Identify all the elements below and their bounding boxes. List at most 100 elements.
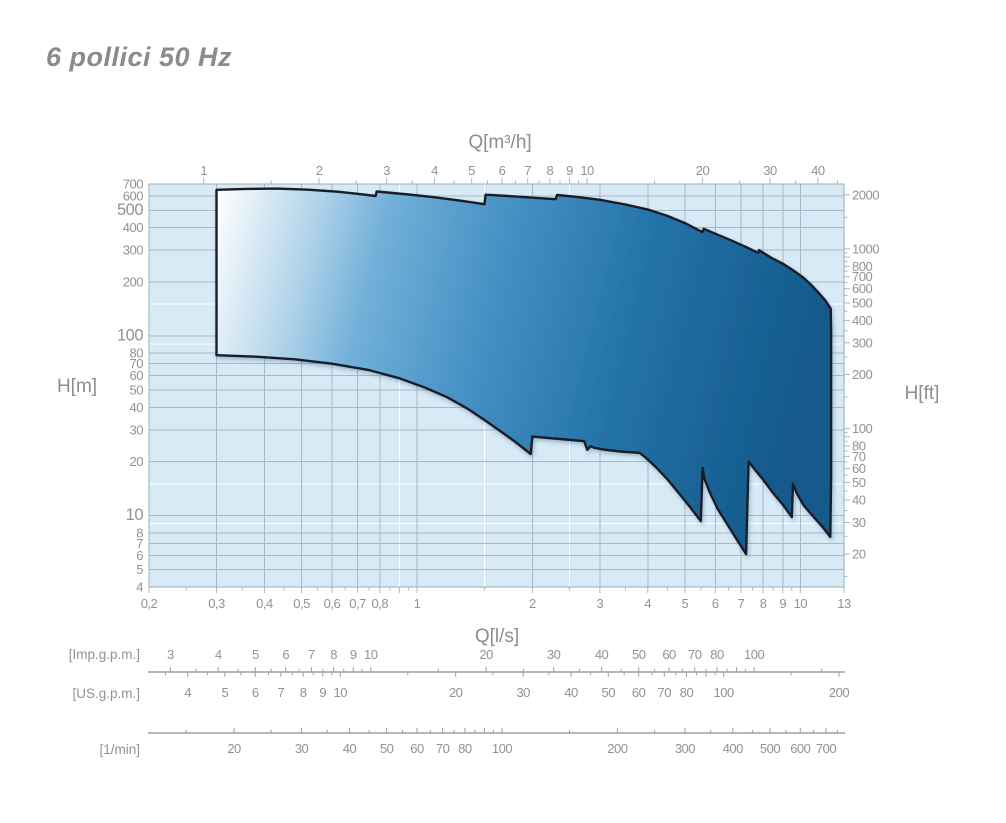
scale-tick-label: 9 — [350, 647, 357, 662]
scale-tick-label: 9 — [319, 685, 326, 700]
left-axis-unit: H[m] — [57, 376, 97, 397]
scale-tick-label: 20 — [479, 647, 493, 662]
left-tick-label: 10 — [126, 506, 144, 524]
lmin-caption: [1/min] — [99, 742, 140, 757]
left-tick-label: 500 — [117, 201, 143, 219]
right-tick-label: 30 — [852, 515, 866, 530]
left-tick-label: 5 — [136, 562, 143, 577]
right-tick-label: 400 — [852, 313, 872, 328]
scale-tick-label: 30 — [547, 647, 561, 662]
bottom-tick-label: 10 — [794, 596, 808, 611]
scale-tick-label: 20 — [227, 741, 241, 756]
top-tick-label: 9 — [566, 163, 573, 178]
scale-tick-label: 3 — [167, 647, 174, 662]
left-tick-label: 70 — [130, 356, 144, 371]
scale-tick-label: 4 — [215, 647, 222, 662]
left-tick-label: 300 — [123, 243, 143, 258]
us-gpm-caption: [US.g.p.m.] — [72, 686, 140, 701]
scale-tick-label: 200 — [829, 685, 849, 700]
right-tick-label: 20 — [852, 547, 866, 562]
left-tick-label: 100 — [117, 326, 143, 344]
scale-tick-label: 40 — [343, 741, 357, 756]
right-tick-label: 50 — [852, 475, 866, 490]
scale-tick-label: 70 — [436, 741, 450, 756]
imp-gpm-caption: [Imp.g.p.m.] — [69, 647, 140, 662]
scale-tick-label: 7 — [278, 685, 285, 700]
bottom-tick-label: 5 — [682, 596, 689, 611]
top-tick-label: 3 — [383, 163, 390, 178]
left-tick-label: 80 — [130, 346, 144, 361]
top-tick-label: 8 — [547, 163, 554, 178]
right-tick-label: 800 — [852, 259, 872, 274]
scale-tick-label: 4 — [184, 685, 191, 700]
scale-tick-label: 80 — [680, 685, 694, 700]
right-tick-label: 80 — [852, 438, 866, 453]
scale-tick-label: 50 — [632, 647, 646, 662]
top-tick-label: 20 — [696, 163, 710, 178]
top-tick-label: 30 — [763, 163, 777, 178]
right-tick-label: 40 — [852, 493, 866, 508]
bottom-tick-label: 0,7 — [349, 596, 366, 611]
scale-tick-label: 30 — [516, 685, 530, 700]
right-tick-label: 200 — [852, 367, 872, 382]
scale-tick-label: 100 — [492, 741, 512, 756]
bottom-tick-label: 1 — [414, 596, 421, 611]
scale-tick-label: 60 — [632, 685, 646, 700]
left-tick-label: 20 — [130, 454, 144, 469]
scale-tick-label: 50 — [380, 741, 394, 756]
scale-tick-label: 50 — [601, 685, 615, 700]
scale-tick-label: 10 — [334, 685, 348, 700]
left-tick-label: 600 — [123, 189, 143, 204]
scale-tick-label: 7 — [308, 647, 315, 662]
top-tick-label: 6 — [499, 163, 506, 178]
scale-tick-label: 6 — [252, 685, 259, 700]
scale-tick-label: 200 — [607, 741, 627, 756]
scale-tick-label: 40 — [595, 647, 609, 662]
top-tick-label: 10 — [580, 163, 594, 178]
left-tick-label: 4 — [136, 580, 143, 595]
scale-tick-label: 20 — [449, 685, 463, 700]
scale-tick-label: 6 — [282, 647, 289, 662]
bottom-tick-label: 4 — [644, 596, 651, 611]
right-tick-label: 700 — [852, 269, 872, 284]
scale-tick-label: 500 — [760, 741, 780, 756]
bottom-tick-label: 0,8 — [372, 596, 389, 611]
right-axis-unit: H[ft] — [905, 383, 940, 404]
operating-envelope — [215, 187, 833, 556]
scale-tick-label: 10 — [364, 647, 378, 662]
scale-tick-label: 700 — [816, 741, 836, 756]
left-tick-label: 50 — [130, 382, 144, 397]
right-tick-label: 60 — [852, 461, 866, 476]
scale-tick-label: 5 — [222, 685, 229, 700]
top-tick-label: 40 — [811, 163, 825, 178]
bottom-tick-label: 0,2 — [141, 596, 158, 611]
top-axis-unit: Q[m³/h] — [468, 132, 531, 153]
bottom-tick-label: 0,5 — [293, 596, 310, 611]
scale-tick-label: 100 — [714, 685, 734, 700]
bottom-tick-label: 6 — [712, 596, 719, 611]
bottom-tick-label: 7 — [738, 596, 745, 611]
right-tick-label: 2000 — [852, 187, 879, 202]
scale-tick-label: 70 — [658, 685, 672, 700]
left-tick-label: 7 — [136, 536, 143, 551]
envelope-area — [215, 187, 833, 556]
right-tick-label: 500 — [852, 295, 872, 310]
scale-tick-label: 80 — [710, 647, 724, 662]
scale-tick-label: 40 — [564, 685, 578, 700]
bottom-tick-label: 13 — [837, 596, 851, 611]
top-tick-label: 7 — [524, 163, 531, 178]
bottom-tick-label: 2 — [529, 596, 536, 611]
scale-tick-label: 600 — [790, 741, 810, 756]
scale-tick-label: 70 — [688, 647, 702, 662]
scale-tick-label: 100 — [744, 647, 764, 662]
left-tick-label: 200 — [123, 274, 143, 289]
scale-tick-label: 400 — [723, 741, 743, 756]
axes: 1 2 3 4 5 6 7 8 9 10 20 30 400,2 0,3 0,4 0,5 0,6 0,7 0,8 1 2… — [117, 163, 880, 756]
top-tick-label: 4 — [431, 163, 438, 178]
bottom-tick-label: 9 — [779, 596, 786, 611]
left-tick-label: 60 — [130, 368, 144, 383]
left-tick-label: 8 — [136, 525, 143, 540]
scale-tick-label: 60 — [662, 647, 676, 662]
bottom-tick-label: 3 — [597, 596, 604, 611]
